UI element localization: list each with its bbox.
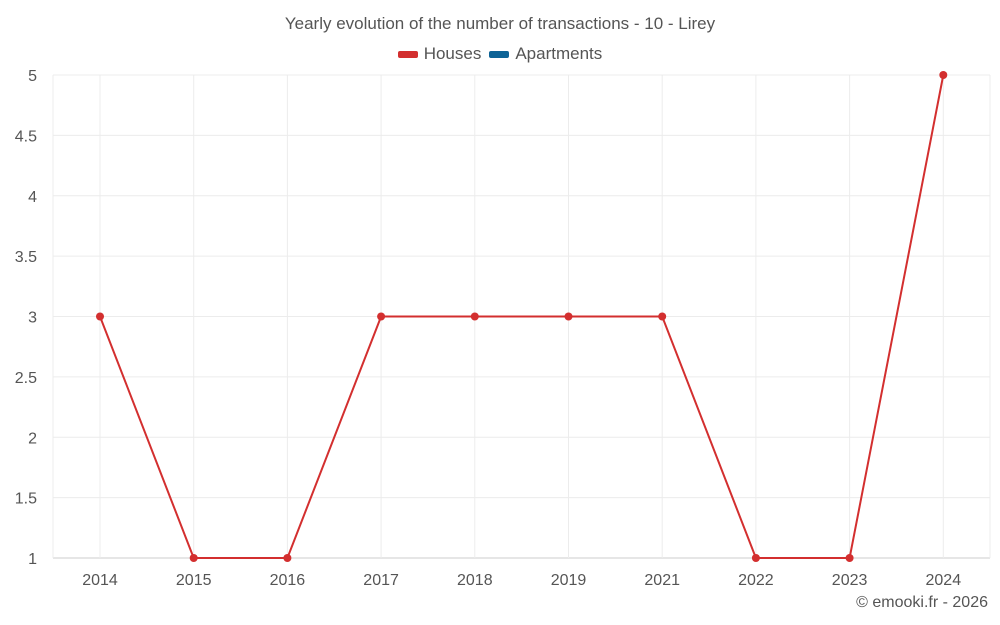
x-tick-label: 2018 [457, 572, 493, 589]
y-tick-label: 4.5 [15, 128, 37, 145]
x-tick-label: 2019 [551, 572, 587, 589]
credit: © emooki.fr - 2026 [856, 594, 988, 611]
y-tick-label: 3.5 [15, 249, 37, 266]
y-tick-label: 1.5 [15, 491, 37, 508]
x-tick-label: 2021 [644, 572, 680, 589]
legend-item-apartments[interactable]: Apartments [489, 44, 602, 64]
y-axis: 1 1.5 2 2.5 3 3.5 4 4.5 5 [15, 68, 37, 568]
series-layer [96, 71, 948, 562]
legend-swatch-houses [397, 50, 418, 58]
y-tick-label: 4 [28, 189, 37, 206]
data-point-houses[interactable] [189, 554, 198, 562]
data-point-houses[interactable] [470, 312, 479, 321]
y-tick-label: 2.5 [15, 370, 37, 387]
series-line-houses [99, 74, 945, 559]
legend-swatch-apartments [489, 50, 510, 58]
y-tick-label: 2 [28, 430, 37, 447]
data-point-houses[interactable] [96, 312, 104, 321]
data-point-houses[interactable] [751, 554, 760, 562]
chart-title: Yearly evolution of the number of transa… [284, 14, 716, 33]
x-tick-label: 2022 [738, 572, 774, 589]
x-tick-label: 2023 [832, 572, 868, 589]
legend: Houses Apartments [0, 44, 1000, 64]
data-point-houses[interactable] [939, 71, 948, 79]
data-point-houses[interactable] [564, 312, 573, 321]
legend-label-apartments: Apartments [515, 44, 603, 63]
x-tick-label: 2017 [363, 572, 399, 589]
y-tick-label: 1 [28, 551, 37, 568]
x-tick-label: 2014 [82, 572, 118, 589]
x-tick-label: 2016 [270, 572, 306, 589]
x-tick-label: 2015 [176, 572, 212, 589]
x-tick-label: 2024 [926, 572, 962, 589]
data-point-houses[interactable] [658, 312, 667, 321]
legend-label-houses: Houses [423, 44, 482, 63]
y-tick-label: 5 [28, 68, 37, 85]
x-axis: 2014 2015 2016 2017 2018 2019 2021 2022 2023 2024 [82, 572, 961, 589]
y-tick-label: 3 [28, 310, 37, 327]
legend-item-houses[interactable]: Houses [397, 44, 482, 64]
data-point-houses[interactable] [845, 554, 854, 562]
data-point-houses[interactable] [377, 312, 386, 321]
data-point-houses[interactable] [283, 554, 292, 562]
